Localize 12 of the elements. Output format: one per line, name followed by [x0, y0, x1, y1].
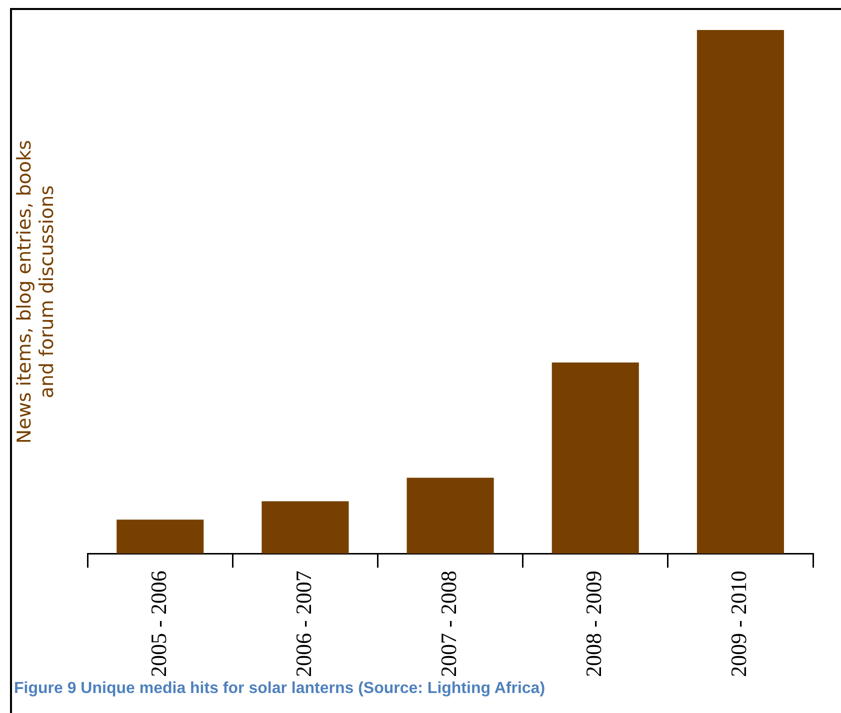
- y-axis-title: News items, blog entries, books and forum discussions: [13, 140, 58, 444]
- x-tick-label: 2006 - 2007: [291, 570, 316, 677]
- x-tick-label: 2007 - 2008: [436, 570, 462, 677]
- bar: [696, 30, 784, 554]
- x-tick-label: 2005 - 2006: [146, 570, 171, 677]
- bar: [116, 520, 204, 554]
- bar: [552, 362, 639, 554]
- x-tick-label: 2009 - 2010: [726, 570, 752, 677]
- bar: [262, 501, 349, 554]
- bar: [406, 478, 494, 554]
- x-tick-label: 2008 - 2009: [581, 570, 606, 677]
- caption: Figure 9 Unique media hits for solar lanterns (Source: Lighting Africa): [14, 680, 546, 698]
